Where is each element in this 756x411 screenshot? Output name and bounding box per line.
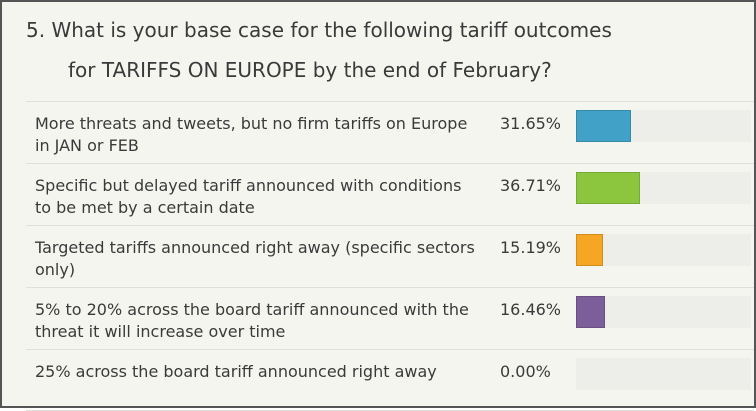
result-row: 5% to 20% across the board tariff announ… xyxy=(26,287,754,349)
bar xyxy=(576,296,605,328)
data-label: 16.46% xyxy=(500,300,562,319)
data-label: 31.65% xyxy=(500,114,562,133)
category-label: More threats and tweets, but no firm tar… xyxy=(35,114,468,155)
category-label: 25% across the board tariff announced ri… xyxy=(35,362,437,381)
category-label: Targeted tariffs announced right away (s… xyxy=(35,238,475,279)
category-label: 5% to 20% across the board tariff announ… xyxy=(35,300,469,341)
bar-track xyxy=(576,296,751,328)
result-row: 25% across the board tariff announced ri… xyxy=(26,349,754,411)
bar-track xyxy=(576,358,751,390)
question-title-line2: for TARIFFS ON EUROPE by the end of Febr… xyxy=(68,58,552,82)
bar xyxy=(576,110,631,142)
data-label: 15.19% xyxy=(500,238,562,257)
category-label: Specific but delayed tariff announced wi… xyxy=(35,176,462,217)
question-title-line1: 5. What is your base case for the follow… xyxy=(26,18,612,42)
bar xyxy=(576,172,640,204)
bar-track xyxy=(576,172,751,204)
data-label: 0.00% xyxy=(500,362,551,381)
bar-track xyxy=(576,234,751,266)
result-row: Targeted tariffs announced right away (s… xyxy=(26,225,754,287)
bar-track xyxy=(576,110,751,142)
result-row: More threats and tweets, but no firm tar… xyxy=(26,101,754,163)
results-list: More threats and tweets, but no firm tar… xyxy=(26,101,754,411)
bar xyxy=(576,234,603,266)
data-label: 36.71% xyxy=(500,176,562,195)
result-row: Specific but delayed tariff announced wi… xyxy=(26,163,754,225)
